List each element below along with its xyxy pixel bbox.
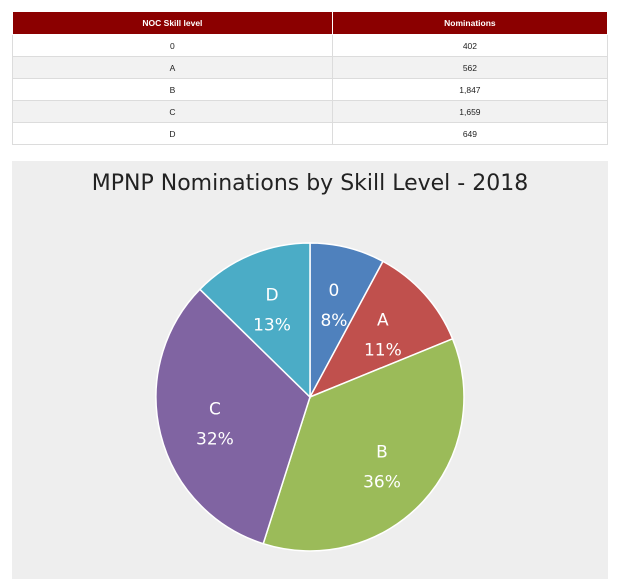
column-header-skill-level: NOC Skill level <box>12 11 333 35</box>
chart-title: MPNP Nominations by Skill Level - 2018 <box>91 171 529 196</box>
pie-chart-panel: 0 8% A 11% B 36% C 32% D 13% MPNP Nominations by … <box>12 161 608 579</box>
pie-slice-b <box>262 337 465 552</box>
table-cell-skill-level: 0 <box>12 34 333 57</box>
table-cell-nominations: 1,659 <box>331 100 609 123</box>
table-cell-nominations: 562 <box>331 56 609 79</box>
nominations-table: NOC Skill level Nominations 0 402 A 562 … <box>12 11 609 145</box>
table-cell-skill-level: B <box>12 78 333 101</box>
table-row: C 1,659 <box>12 100 609 123</box>
table-cell-skill-level: C <box>12 100 333 123</box>
table-row: A 562 <box>12 56 609 79</box>
pie-chart: 0 8% A 11% B 36% C 32% D 13% <box>155 242 465 552</box>
slice-percent-label: 11% <box>364 340 402 360</box>
table-cell-nominations: 402 <box>331 34 609 57</box>
slice-category-label: C <box>209 400 221 420</box>
slice-percent-label: 36% <box>363 473 401 493</box>
pie-slice-d <box>198 242 311 399</box>
slice-category-label: D <box>265 286 278 306</box>
slice-percent-label: 8% <box>320 311 347 331</box>
slice-category-label: A <box>377 310 389 330</box>
table-row: 0 402 <box>12 34 609 57</box>
slice-percent-label: 13% <box>253 316 291 336</box>
slice-percent-label: 32% <box>196 430 234 450</box>
table-row: B 1,847 <box>12 78 609 101</box>
table-cell-skill-level: A <box>12 56 333 79</box>
column-header-nominations: Nominations <box>331 11 609 35</box>
pie-slice-c <box>155 288 311 545</box>
slice-category-label: 0 <box>329 281 340 301</box>
pie-slice-a <box>308 260 454 399</box>
table-header-row: NOC Skill level Nominations <box>12 11 609 35</box>
table-row: D 649 <box>12 122 609 145</box>
slice-category-label: B <box>376 443 388 463</box>
table-cell-nominations: 1,847 <box>331 78 609 101</box>
table-cell-nominations: 649 <box>331 122 609 145</box>
table-cell-skill-level: D <box>12 122 333 145</box>
